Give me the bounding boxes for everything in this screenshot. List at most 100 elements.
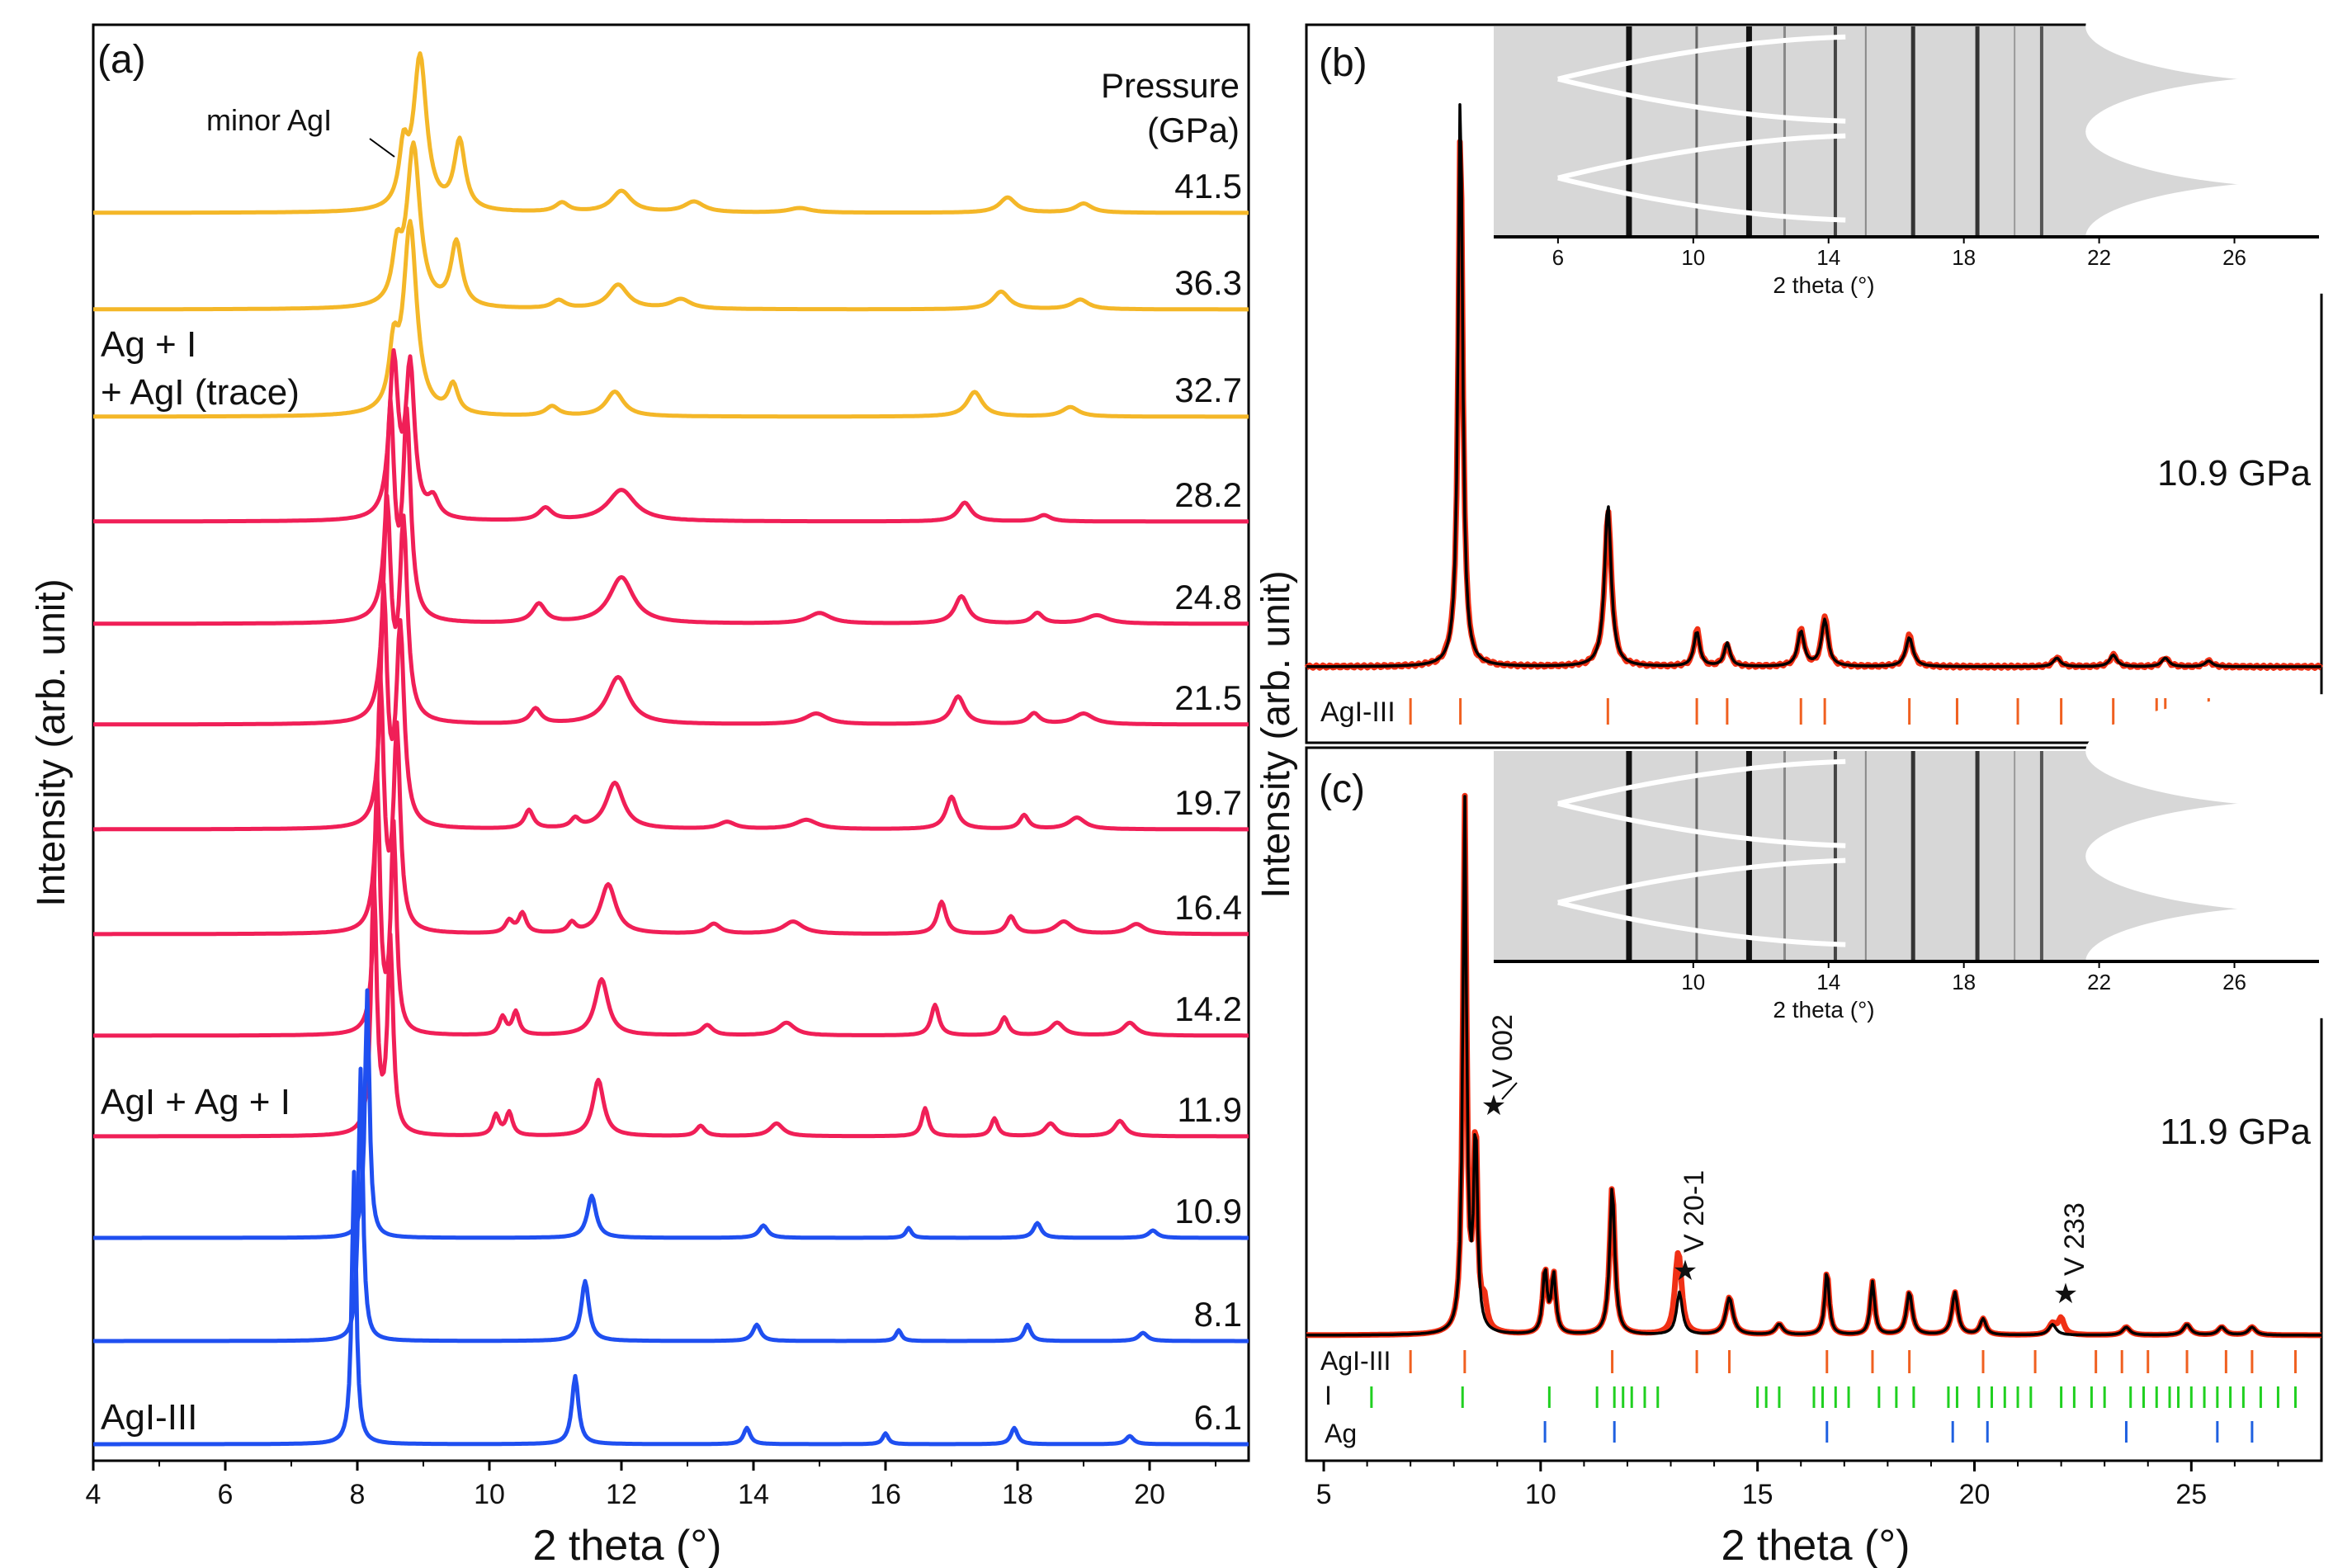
- panel-a-xticks: 4 6 8 10 12 14 16 18 20: [86, 1461, 1216, 1510]
- group-label-ag-i-2: + AgI (trace): [101, 372, 300, 413]
- b-shadow-arc-0: [1557, 34, 1846, 82]
- c-beamstop-shadow-1: [2085, 799, 2352, 914]
- panel-b-frame: [1305, 23, 2323, 744]
- pattern-41.5-gpa: [92, 51, 1249, 215]
- pattern-24.8-gpa: [92, 396, 1249, 626]
- panel-c-xlabel: 2 theta (°): [1721, 1522, 1910, 1568]
- b-shadow-arc-1: [1557, 133, 1846, 181]
- panel-c-calculated: [1306, 795, 2321, 1337]
- b-beamstop-shadow-1: [2085, 74, 2352, 189]
- panel-b-reflection-label: AgI-III: [1320, 697, 1396, 728]
- b-inset-xtick-label-6: 6: [1552, 245, 1564, 270]
- panel-c-pressure: 11.9 GPa: [2160, 1112, 2311, 1152]
- a-xtick-label-20: 20: [1134, 1479, 1165, 1510]
- panel-c-label: (c): [1319, 767, 1365, 811]
- pattern-10.9-gpa: [92, 988, 1249, 1240]
- c-inset-xtick-label-10: 10: [1681, 970, 1705, 994]
- pressure-label-32.7: 32.7: [1174, 371, 1242, 409]
- a-xtick-label-8: 8: [350, 1479, 366, 1510]
- pressure-label-10.9: 10.9: [1174, 1192, 1242, 1230]
- panel-b-inset: 6 10 14 18 22 26 2 theta (°): [1494, 0, 2352, 298]
- c-shadow-arc-1: [1557, 857, 1846, 905]
- vanadium-star-1: ★: [1673, 1255, 1698, 1287]
- b-inset-xtick-label-18: 18: [1952, 245, 1976, 270]
- vanadium-pointer-0: [1501, 1082, 1518, 1100]
- a-xtick-label-18: 18: [1002, 1479, 1033, 1510]
- c-xtick-label-10: 10: [1525, 1479, 1556, 1510]
- panel-a-xlabel: 2 theta (°): [533, 1522, 722, 1568]
- vanadium-star-0: ★: [1481, 1090, 1506, 1122]
- panel-c-reflection-label-ag: Ag: [1325, 1419, 1357, 1448]
- group-label-agi-iii: AgI-III: [101, 1397, 197, 1438]
- b-shadow-arc-lower-0: [1557, 76, 1846, 124]
- panel-a-frame: [92, 23, 1250, 1462]
- pressure-label-41.5: 41.5: [1174, 167, 1242, 205]
- pattern-8.1-gpa: [92, 1066, 1249, 1344]
- right-ylabel: Intensity (arb. unit): [1254, 570, 1298, 899]
- vanadium-label-1: V 20-1: [1679, 1170, 1710, 1253]
- pressure-label-8.1: 8.1: [1194, 1295, 1242, 1334]
- b-beamstop-shadow-0: [2085, 0, 2352, 83]
- c-inset-xtick-label-26: 26: [2222, 970, 2246, 994]
- pressure-label-24.8: 24.8: [1174, 578, 1242, 616]
- a-xtick-label-16: 16: [870, 1479, 901, 1510]
- a-xtick-label-4: 4: [86, 1479, 102, 1510]
- pattern-19.7-gpa: [92, 582, 1249, 832]
- panel-c-frame: [1305, 746, 2323, 1462]
- pattern-28.2-gpa: [92, 347, 1249, 524]
- c-inset-xtick-label-18: 18: [1952, 970, 1976, 994]
- group-label-ag-i-1: Ag + I: [101, 324, 196, 365]
- c-inset-xtick-label-14: 14: [1816, 970, 1840, 994]
- c-beamstop-shadow-0: [2085, 694, 2352, 808]
- pattern-14.2-gpa: [92, 769, 1249, 1038]
- b-inset-xtick-label-14: 14: [1816, 245, 1840, 270]
- a-xtick-label-14: 14: [738, 1479, 769, 1510]
- panel-c-reflection-label-i: I: [1325, 1381, 1332, 1410]
- b-inset-xtick-label-10: 10: [1681, 245, 1705, 270]
- pressure-label-36.3: 36.3: [1174, 263, 1242, 302]
- panel-a-ylabel: Intensity (arb. unit): [30, 579, 73, 907]
- group-label-agi-ag-i: AgI + Ag + I: [101, 1082, 290, 1122]
- panel-b-calculated: [1306, 102, 2321, 668]
- panel-c-xticks: 5 10 15 20 25: [1316, 1461, 2279, 1510]
- panel-c-plot: ★V 002★V 20-1★V 233: [1305, 792, 2323, 1443]
- b-inset-xtick-label-26: 26: [2222, 245, 2246, 270]
- c-shadow-arc-0: [1557, 758, 1846, 806]
- vanadium-label-2: V 233: [2059, 1202, 2090, 1276]
- pressure-legend-title-1: Pressure: [1101, 66, 1240, 105]
- pattern-16.4-gpa: [92, 673, 1249, 937]
- c-xtick-label-25: 25: [2175, 1479, 2207, 1510]
- a-xtick-label-10: 10: [474, 1479, 505, 1510]
- pattern-6.1-gpa: [92, 1169, 1249, 1447]
- pressure-label-14.2: 14.2: [1174, 989, 1242, 1028]
- b-inset-xlabel: 2 theta (°): [1773, 272, 1874, 298]
- pressure-label-6.1: 6.1: [1194, 1398, 1242, 1437]
- pattern-11.9-gpa: [92, 871, 1249, 1139]
- c-xtick-label-15: 15: [1742, 1479, 1773, 1510]
- pressure-label-16.4: 16.4: [1174, 888, 1242, 927]
- c-xtick-label-5: 5: [1316, 1479, 1332, 1510]
- panel-a-series: 41.5 36.3 32.7 28.2 24.8 21.5 19.7 16.4 14.2 11.9…: [92, 51, 1249, 1447]
- b-inset-xtick-label-22: 22: [2087, 245, 2111, 270]
- panel-b-label: (b): [1319, 41, 1367, 85]
- vanadium-star-2: ★: [2053, 1278, 2078, 1310]
- panel-c-reflection-label-agi: AgI-III: [1320, 1346, 1391, 1376]
- c-shadow-arc-lower-0: [1557, 801, 1846, 848]
- minor-agi-pointer: [369, 138, 395, 158]
- c-inset-xlabel: 2 theta (°): [1773, 997, 1874, 1023]
- pressure-label-19.7: 19.7: [1174, 783, 1242, 822]
- minor-agi-annotation: minor AgI: [206, 103, 332, 137]
- pattern-32.7-gpa: [92, 219, 1249, 419]
- pressure-legend-title-2: (GPa): [1147, 111, 1240, 149]
- vanadium-label-0: V 002: [1487, 1014, 1518, 1088]
- pressure-label-28.2: 28.2: [1174, 475, 1242, 514]
- a-xtick-label-6: 6: [218, 1479, 234, 1510]
- panel-a-label: (a): [97, 38, 146, 82]
- c-xtick-label-20: 20: [1959, 1479, 1991, 1510]
- panel-b-pressure: 10.9 GPa: [2157, 453, 2311, 494]
- c-inset-xtick-label-22: 22: [2087, 970, 2111, 994]
- pattern-21.5-gpa: [92, 494, 1249, 727]
- b-shadow-arc-lower-1: [1557, 175, 1846, 223]
- pressure-label-11.9: 11.9: [1177, 1090, 1242, 1129]
